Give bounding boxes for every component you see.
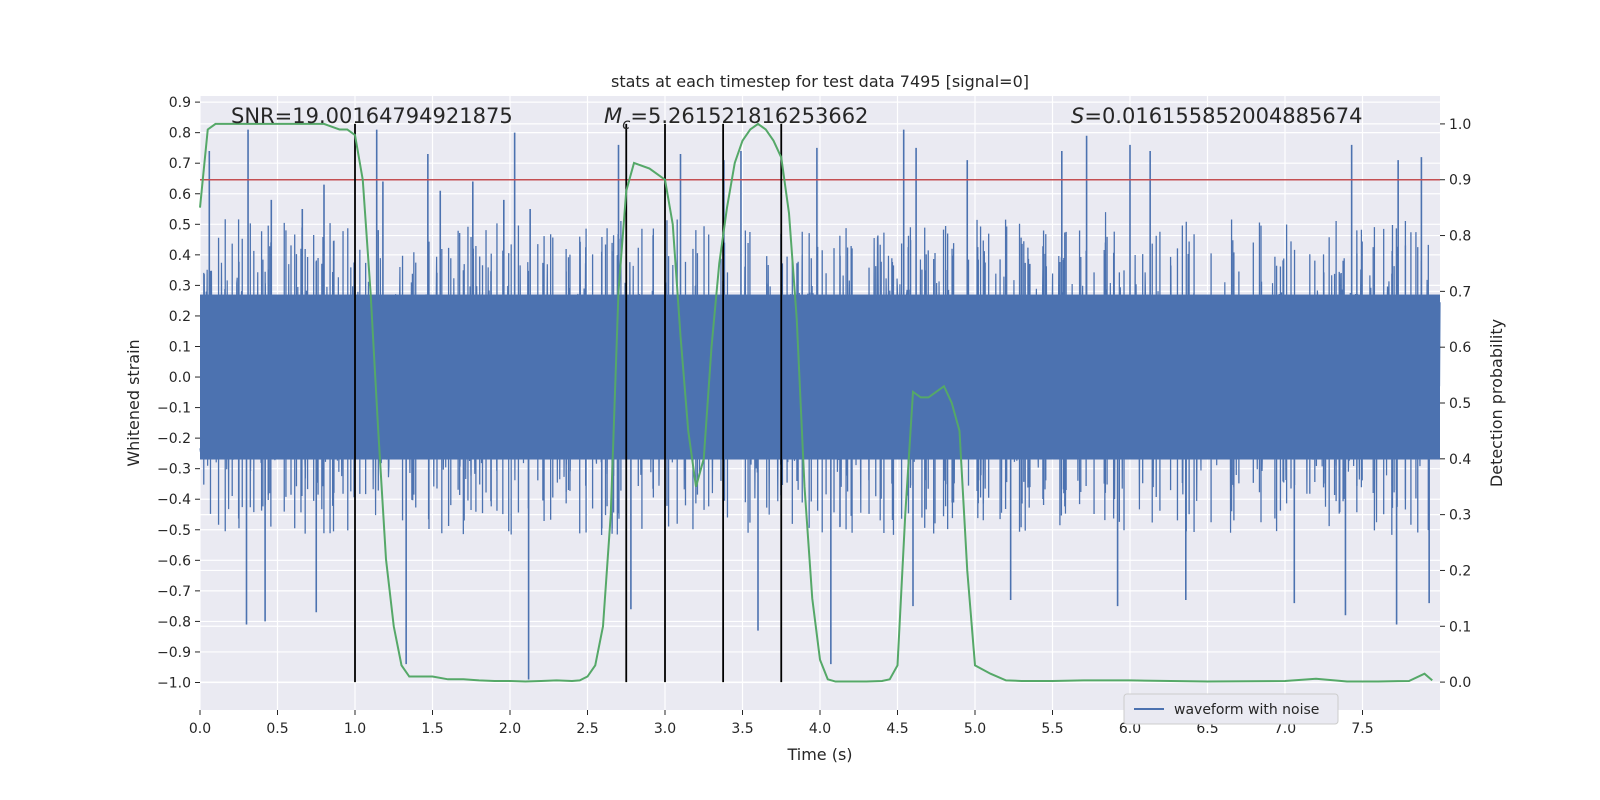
left-tick-label: −0.8 <box>157 614 191 630</box>
chart-title: stats at each timestep for test data 749… <box>611 72 1029 91</box>
right-tick-label: 0.9 <box>1449 173 1471 189</box>
x-tick-label: 5.5 <box>1041 721 1063 737</box>
legend-label-waveform: waveform with noise <box>1174 702 1319 718</box>
right-tick-label: 0.7 <box>1449 284 1471 300</box>
mc-subscript: c <box>622 115 631 133</box>
right-tick-label: 0.6 <box>1449 340 1471 356</box>
x-tick-label: 5.0 <box>964 721 986 737</box>
x-tick-label: 6.5 <box>1196 721 1218 737</box>
left-tick-label: 0.4 <box>169 248 191 264</box>
x-axis-ticks: 0.0 0.5 1.0 1.5 2.0 2.5 3.0 3.5 4.0 4.5 5.0 5.5 6.0 6… <box>189 710 1374 737</box>
mc-annotation: Mc=5.261521816253662 <box>604 104 868 133</box>
legend: waveform with noise <box>1123 693 1339 725</box>
x-tick-label: 2.0 <box>499 721 521 737</box>
x-tick-label: 7.0 <box>1274 721 1296 737</box>
left-tick-label: −0.4 <box>157 492 191 508</box>
x-axis-label: Time (s) <box>786 745 852 764</box>
left-tick-label: −0.1 <box>157 401 191 417</box>
x-tick-label: 4.5 <box>886 721 908 737</box>
left-tick-label: 0.0 <box>169 370 191 386</box>
right-tick-label: 0.0 <box>1449 675 1471 691</box>
x-tick-label: 0.5 <box>266 721 288 737</box>
left-tick-label: 0.1 <box>169 339 191 355</box>
x-tick-label: 6.0 <box>1119 721 1141 737</box>
x-tick-label: 0.0 <box>189 721 211 737</box>
x-tick-label: 1.5 <box>421 721 443 737</box>
mc-value: =5.261521816253662 <box>630 104 868 128</box>
left-tick-label: 0.6 <box>169 187 191 203</box>
x-tick-label: 7.5 <box>1351 721 1373 737</box>
left-axis-ticks: 0.9 0.8 0.7 0.6 0.5 0.4 0.3 0.2 0.1 0.0 −0.1 −0.2 −0… <box>157 95 200 692</box>
left-tick-label: −0.7 <box>157 584 191 600</box>
vertical-lines <box>354 123 783 683</box>
left-tick-label: −0.9 <box>157 645 191 661</box>
x-tick-label: 2.5 <box>576 721 598 737</box>
snr-annotation: SNR=19.00164794921875 <box>231 104 513 128</box>
s-symbol: S <box>1071 104 1084 128</box>
x-tick-label: 3.5 <box>731 721 753 737</box>
probability-line <box>199 122 1433 683</box>
left-tick-label: −0.5 <box>157 523 191 539</box>
x-tick-label: 4.0 <box>809 721 831 737</box>
left-tick-label: −0.2 <box>157 431 191 447</box>
left-axis-label: Whitened strain <box>124 339 143 466</box>
x-tick-label: 3.0 <box>654 721 676 737</box>
s-value: =0.016155852004885674 <box>1084 104 1362 128</box>
right-tick-label: 0.3 <box>1449 508 1471 524</box>
right-tick-label: 0.2 <box>1449 563 1471 579</box>
left-tick-label: −0.3 <box>157 462 191 478</box>
right-tick-label: 0.8 <box>1449 229 1471 245</box>
left-tick-label: 0.5 <box>169 217 191 233</box>
left-tick-label: 0.7 <box>169 156 191 172</box>
right-tick-label: 0.5 <box>1449 396 1471 412</box>
left-tick-label: 0.8 <box>169 126 191 142</box>
right-axis-ticks: 1.0 0.9 0.8 0.7 0.6 0.5 0.4 0.3 0.2 0.1 0.0 <box>1440 117 1471 691</box>
left-tick-label: 0.2 <box>169 309 191 325</box>
left-tick-label: −1.0 <box>157 676 191 692</box>
x-tick-label: 1.0 <box>344 721 366 737</box>
probability-series <box>199 122 1433 683</box>
left-tick-label: −0.6 <box>157 553 191 569</box>
waveform-series <box>199 129 1441 680</box>
right-tick-label: 0.1 <box>1449 619 1471 635</box>
left-tick-label: 0.3 <box>169 278 191 294</box>
right-axis-label: Detection probability <box>1487 319 1506 487</box>
legend-box <box>1123 693 1339 725</box>
right-tick-label: 0.4 <box>1449 452 1471 468</box>
s-annotation: S=0.016155852004885674 <box>1071 104 1362 128</box>
mc-symbol: M <box>604 104 622 128</box>
left-tick-label: 0.9 <box>169 95 191 111</box>
right-tick-label: 1.0 <box>1449 117 1471 133</box>
waveform-core-band <box>200 294 1440 460</box>
